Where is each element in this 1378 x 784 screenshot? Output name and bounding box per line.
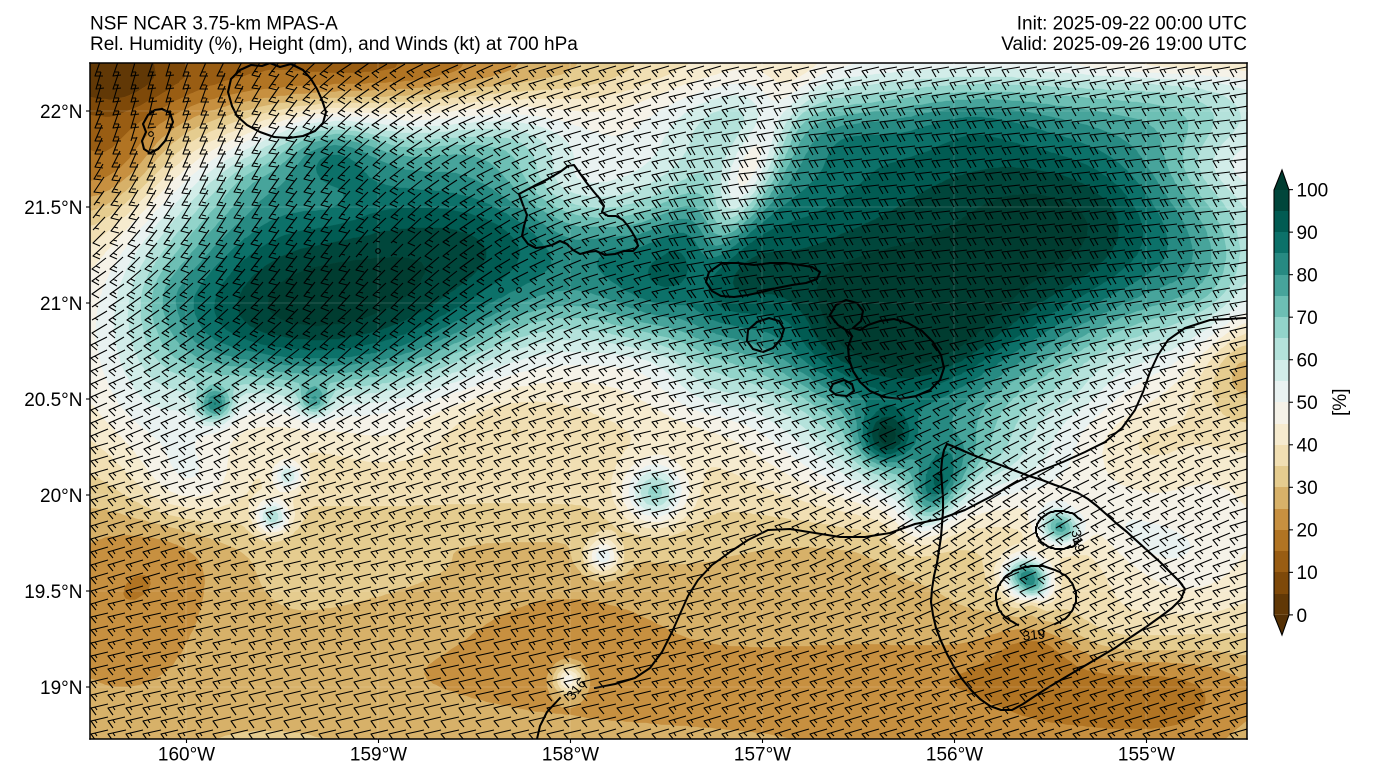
svg-text:20.5°N: 20.5°N — [24, 390, 82, 411]
svg-text:80: 80 — [1297, 266, 1318, 287]
svg-text:50: 50 — [1297, 393, 1318, 414]
svg-text:NSF NCAR 3.75-km MPAS-A: NSF NCAR 3.75-km MPAS-A — [90, 14, 338, 35]
svg-text:60: 60 — [1297, 351, 1318, 372]
svg-text:70: 70 — [1297, 308, 1318, 329]
svg-text:19°N: 19°N — [40, 678, 82, 699]
svg-text:0: 0 — [1297, 606, 1308, 627]
svg-text:160°W: 160°W — [158, 744, 215, 765]
svg-text:[%]: [%] — [1330, 389, 1351, 416]
svg-text:20°N: 20°N — [40, 486, 82, 507]
svg-text:90: 90 — [1297, 223, 1318, 244]
svg-text:Valid: 2025-09-26 19:00 UTC: Valid: 2025-09-26 19:00 UTC — [1001, 34, 1247, 55]
svg-text:Init: 2025-09-22 00:00 UTC: Init: 2025-09-22 00:00 UTC — [1017, 14, 1247, 35]
svg-text:19.5°N: 19.5°N — [24, 582, 82, 603]
svg-text:22°N: 22°N — [40, 102, 82, 123]
svg-text:20: 20 — [1297, 521, 1318, 542]
svg-text:100: 100 — [1297, 180, 1329, 201]
svg-text:156°W: 156°W — [926, 744, 983, 765]
svg-text:157°W: 157°W — [734, 744, 791, 765]
svg-text:Rel. Humidity (%), Height (dm): Rel. Humidity (%), Height (dm), and Wind… — [90, 34, 578, 55]
svg-text:158°W: 158°W — [542, 744, 599, 765]
svg-text:155°W: 155°W — [1118, 744, 1175, 765]
svg-text:10: 10 — [1297, 563, 1318, 584]
svg-text:21.5°N: 21.5°N — [24, 198, 82, 219]
svg-text:40: 40 — [1297, 436, 1318, 457]
svg-text:21°N: 21°N — [40, 294, 82, 315]
svg-text:159°W: 159°W — [350, 744, 407, 765]
svg-text:30: 30 — [1297, 478, 1318, 499]
